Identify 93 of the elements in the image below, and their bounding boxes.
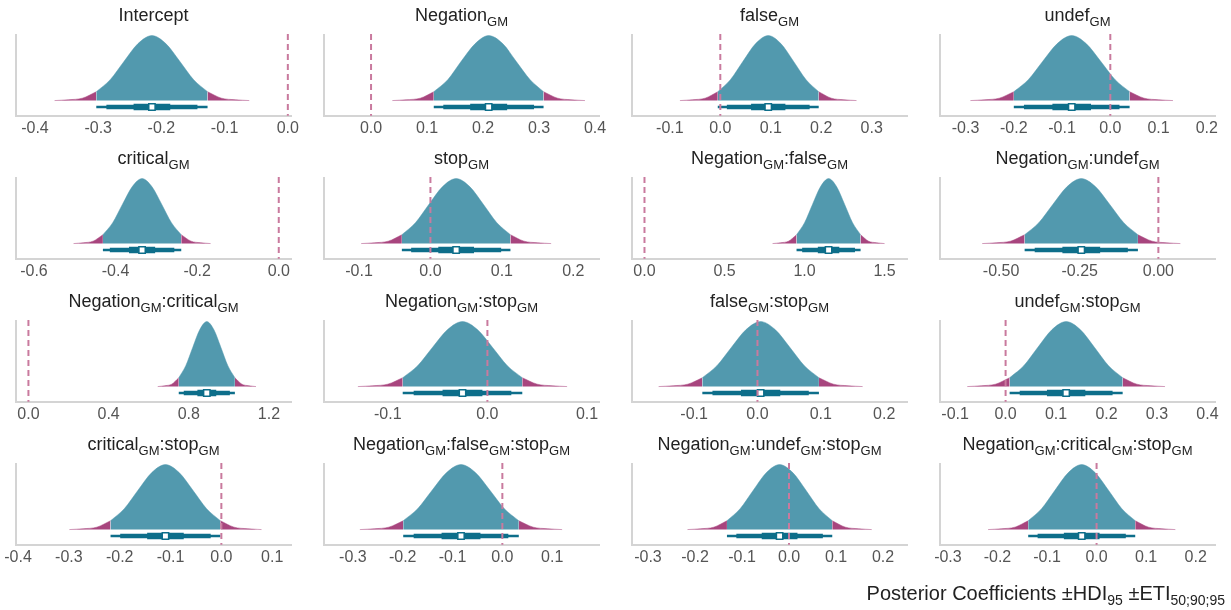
x-tick-label: -0.1 xyxy=(656,118,684,136)
x-tick-label: -0.2 xyxy=(681,547,709,565)
x-tick-label: 0.5 xyxy=(713,261,736,279)
x-tick-label: -0.6 xyxy=(20,261,48,279)
chart-title: false$_{GM}$ xyxy=(739,4,800,29)
x-tick-label: 0.2 xyxy=(1184,547,1207,565)
x-tick-label: -0.50 xyxy=(982,261,1020,279)
chart-title: Negation$_{GM}$:stop$_{GM}$ xyxy=(384,290,539,315)
x-tick-label: 0.0 xyxy=(633,261,656,279)
chart-title: undef$_{GM}$:stop$_{GM}$ xyxy=(1013,290,1142,315)
x-tick-label: 0.1 xyxy=(809,404,833,422)
chart-title: critical$_{GM}$:stop$_{GM}$ xyxy=(86,433,221,458)
x-tick-label: 0.1 xyxy=(261,547,284,565)
chart-title: Negation$_{GM}$ xyxy=(414,4,509,29)
x-tick-label: 0.8 xyxy=(177,404,200,422)
chart-title: Negation$_{GM}$:critical$_{GM}$:stop$_{GM}$ xyxy=(961,433,1194,458)
x-tick-label: 0.0 xyxy=(359,118,383,136)
x-tick-label: 0.2 xyxy=(810,118,833,136)
x-tick-label: -0.2 xyxy=(388,547,417,565)
x-tick-label: 0.0 xyxy=(746,404,769,422)
x-tick-label: 0.1 xyxy=(541,547,564,565)
x-tick-label: 0.0 xyxy=(994,404,1017,422)
x-tick-label: 0.0 xyxy=(476,404,499,422)
x-tick-label: -0.1 xyxy=(438,547,467,565)
x-tick-label: 1.5 xyxy=(873,261,896,279)
x-tick-label: 0.1 xyxy=(1147,118,1170,136)
x-tick-label: -0.3 xyxy=(55,547,83,565)
chart-title: Intercept xyxy=(117,4,190,27)
x-tick-label: -0.1 xyxy=(373,404,402,422)
x-tick-label: 0.3 xyxy=(1145,404,1169,422)
x-tick-label: -0.25 xyxy=(1061,261,1099,279)
x-tick-label: 0.0 xyxy=(709,118,732,136)
chart-title: Negation$_{GM}$:undef$_{GM}$ xyxy=(994,147,1161,172)
chart-title: undef$_{GM}$ xyxy=(1043,4,1112,29)
x-tick-label: 0.4 xyxy=(1196,404,1219,422)
chart-title: false$_{GM}$:stop$_{GM}$ xyxy=(709,290,830,315)
x-tick-label: -0.3 xyxy=(951,118,980,136)
x-tick-label: 1.0 xyxy=(793,261,816,279)
chart-title: stop$_{GM}$ xyxy=(433,147,490,172)
x-tick-label: -0.2 xyxy=(105,547,134,565)
x-tick-label: -0.3 xyxy=(634,547,662,565)
x-tick-label: 0.0 xyxy=(491,547,514,565)
x-tick-label: 0.3 xyxy=(527,118,551,136)
chart-title: critical$_{GM}$ xyxy=(116,147,191,172)
x-tick-label: -0.1 xyxy=(1048,118,1076,136)
x-tick-label: 0.1 xyxy=(575,404,599,422)
x-tick-label: -0.1 xyxy=(1033,547,1061,565)
chart-title: Negation$_{GM}$:false$_{GM}$:stop$_{GM}$ xyxy=(352,433,571,458)
x-tick-label: -0.4 xyxy=(101,261,130,279)
x-tick-label: -0.3 xyxy=(84,118,113,136)
x-tick-label: -0.4 xyxy=(21,118,49,136)
text: Posterior Coefficients ±HDI$_{95}$ ±ETI$_{50;90;95}$ xyxy=(866,582,1225,608)
chart-title: Negation$_{GM}$:critical$_{GM}$ xyxy=(67,290,240,315)
x-tick-label: 0.1 xyxy=(415,118,439,136)
x-tick-label: -0.1 xyxy=(941,404,970,422)
x-tick-label: -0.1 xyxy=(728,547,756,565)
x-tick-label: 0.0 xyxy=(419,261,442,279)
x-tick-label: -0.2 xyxy=(147,118,176,136)
x-tick-label: 0.0 xyxy=(210,547,233,565)
x-tick-label: -0.1 xyxy=(345,261,373,279)
x-tick-label: 0.00 xyxy=(1142,261,1175,279)
x-tick-label: -0.2 xyxy=(1000,118,1028,136)
x-tick-label: -0.1 xyxy=(156,547,185,565)
chart-title: Negation$_{GM}$:false$_{GM}$ xyxy=(690,147,849,172)
x-tick-label: 0.0 xyxy=(1085,547,1108,565)
x-tick-label: -0.1 xyxy=(680,404,708,422)
x-tick-label: 0.0 xyxy=(267,261,290,279)
x-tick-label: 1.2 xyxy=(257,404,281,422)
x-tick-label: 0.2 xyxy=(1095,404,1118,422)
x-tick-label: -0.3 xyxy=(934,547,962,565)
x-tick-label: 0.0 xyxy=(777,547,801,565)
x-tick-label: 0.2 xyxy=(871,547,895,565)
x-tick-label: -0.4 xyxy=(4,547,32,565)
x-tick-label: 0.2 xyxy=(1195,118,1219,136)
x-tick-label: 0.1 xyxy=(490,261,514,279)
x-tick-label: 0.3 xyxy=(860,118,883,136)
x-tick-label: -0.2 xyxy=(983,547,1012,565)
x-tick-label: 0.2 xyxy=(471,118,495,136)
x-tick-label: 0.0 xyxy=(17,404,40,422)
x-tick-label: 0.4 xyxy=(583,118,607,136)
x-tick-label: -0.3 xyxy=(339,547,367,565)
x-tick-label: 0.0 xyxy=(276,118,300,136)
chart-title: Negation$_{GM}$:undef$_{GM}$:stop$_{GM}$ xyxy=(656,433,883,458)
x-tick-label: 0.2 xyxy=(562,261,585,279)
x-tick-label: -0.2 xyxy=(183,261,212,279)
x-tick-label: 0.0 xyxy=(1099,118,1122,136)
x-tick-label: -0.1 xyxy=(210,118,239,136)
x-tick-label: 0.1 xyxy=(1044,404,1068,422)
x-tick-label: 0.4 xyxy=(97,404,120,422)
x-tick-label: 0.2 xyxy=(873,404,896,422)
x-tick-label: 0.1 xyxy=(824,547,848,565)
x-tick-label: 0.1 xyxy=(1135,547,1158,565)
x-tick-label: 0.1 xyxy=(759,118,782,136)
